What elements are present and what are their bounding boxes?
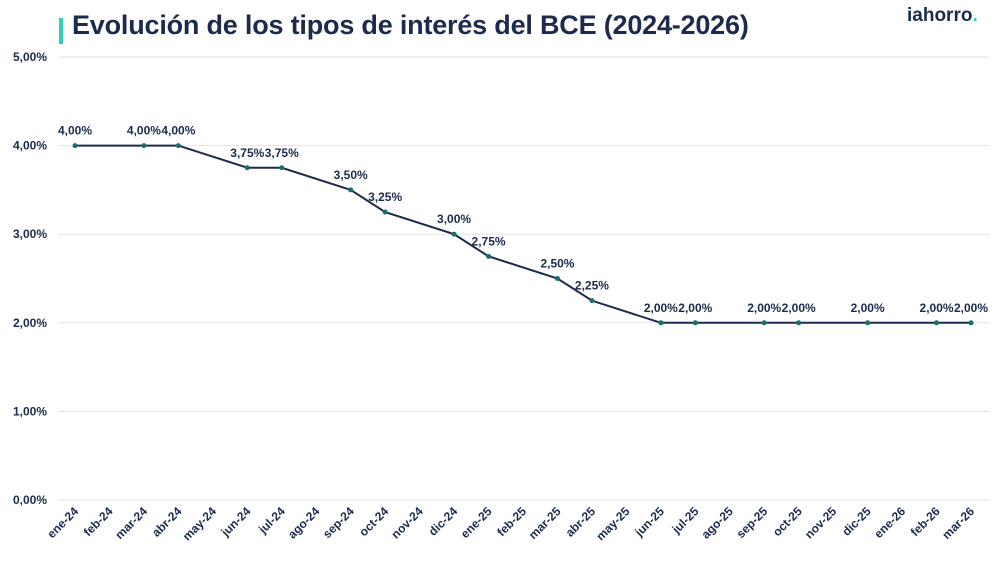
data-label: 3,25% [368, 190, 402, 204]
data-point [486, 253, 492, 259]
data-label: 3,75% [230, 146, 264, 160]
y-tick-label: 2,00% [13, 316, 47, 330]
x-tick-label: jun-25 [631, 504, 667, 540]
data-label: 2,75% [472, 234, 506, 248]
data-label: 2,50% [540, 257, 574, 271]
x-tick-label: oct-25 [770, 504, 805, 539]
data-point [141, 143, 147, 149]
x-tick-label: mar-25 [526, 504, 564, 542]
x-tick-label: oct-24 [356, 504, 391, 539]
data-point [175, 143, 181, 149]
data-point [382, 209, 388, 215]
y-tick-label: 3,00% [13, 227, 47, 241]
data-point [968, 320, 974, 326]
x-tick-label: sep-25 [734, 504, 771, 541]
data-label: 3,75% [265, 146, 299, 160]
x-tick-label: nov-25 [802, 504, 839, 541]
x-tick-label: feb-26 [908, 504, 943, 539]
x-tick-label: sep-24 [320, 504, 357, 541]
x-tick-label: feb-25 [494, 504, 529, 539]
data-label: 2,00% [954, 301, 988, 315]
data-label: 2,00% [920, 301, 954, 315]
data-label: 2,00% [747, 301, 781, 315]
x-tick-label: dic-24 [426, 504, 461, 539]
x-tick-label: mar-26 [939, 504, 977, 542]
x-tick-label: jun-24 [218, 504, 254, 540]
data-label: 3,50% [334, 168, 368, 182]
x-tick-label: may-24 [180, 504, 219, 543]
data-point [796, 320, 802, 326]
x-tick-label: ago-24 [285, 504, 322, 541]
x-tick-label: ene-26 [871, 504, 908, 541]
x-tick-label: ene-24 [44, 504, 81, 541]
data-label: 2,25% [575, 279, 609, 293]
data-point [279, 165, 285, 171]
logo-dot: . [972, 5, 978, 26]
y-tick-label: 4,00% [13, 139, 47, 153]
y-tick-label: 5,00% [13, 50, 47, 64]
y-tick-label: 1,00% [13, 404, 47, 418]
data-point [554, 276, 560, 281]
data-label: 4,00% [58, 124, 92, 138]
x-tick-label: dic-25 [839, 504, 874, 539]
iahorro-logo: iahorro. [907, 5, 978, 27]
data-point [589, 298, 595, 304]
x-tick-label: jul-24 [255, 504, 288, 537]
data-point [348, 187, 354, 193]
logo-text: iahorro [907, 5, 973, 26]
title-accent-bar [59, 18, 63, 44]
data-point [658, 320, 664, 326]
data-point [244, 165, 250, 171]
chart-title: Evolución de los tipos de interés del BC… [72, 10, 749, 40]
data-label: 2,00% [644, 301, 678, 315]
data-label: 2,00% [782, 301, 816, 315]
data-point [934, 320, 940, 326]
data-label: 3,00% [437, 212, 471, 226]
data-point [451, 231, 457, 237]
x-tick-label: ago-25 [699, 504, 736, 541]
x-tick-label: mar-24 [112, 504, 150, 542]
y-tick-label: 0,00% [13, 493, 47, 507]
series-line [75, 144, 971, 324]
x-tick-label: ene-25 [458, 504, 495, 541]
x-tick-label: jul-25 [669, 504, 702, 537]
x-tick-label: may-25 [593, 504, 632, 543]
data-point [72, 143, 78, 149]
data-label: 2,00% [851, 301, 885, 315]
data-label: 4,00% [127, 124, 161, 138]
data-point [692, 320, 698, 326]
data-label: 4,00% [161, 124, 195, 138]
x-tick-label: nov-24 [388, 504, 425, 541]
data-point [865, 320, 871, 326]
data-point [761, 320, 767, 326]
data-label: 2,00% [678, 301, 712, 315]
x-tick-label: feb-24 [81, 504, 116, 539]
